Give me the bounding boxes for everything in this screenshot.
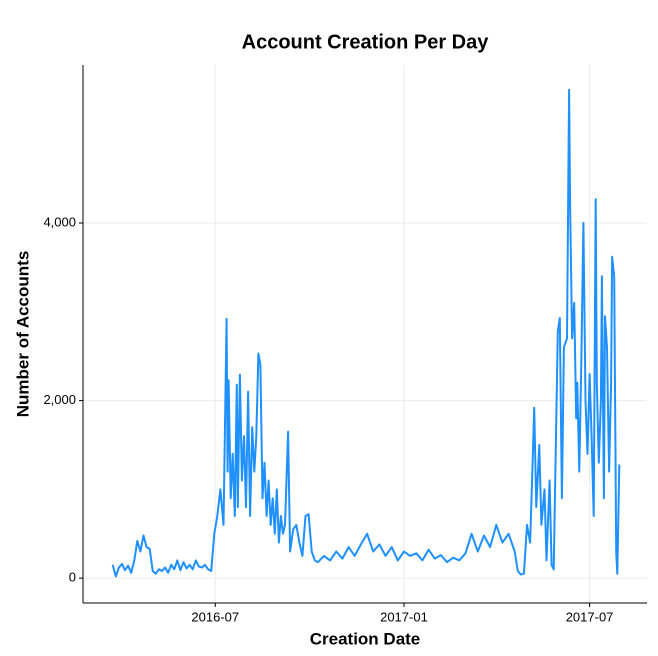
x-tick-label: 2017-07 bbox=[566, 609, 614, 624]
y-axis-label: Number of Accounts bbox=[13, 251, 32, 418]
x-tick-label: 2016-07 bbox=[191, 609, 239, 624]
y-tick-label: 0 bbox=[69, 570, 76, 585]
data-line bbox=[111, 88, 621, 578]
y-tick-label: 4,000 bbox=[43, 214, 76, 229]
chart-title: Account Creation Per Day bbox=[242, 31, 490, 53]
x-axis-label: Creation Date bbox=[310, 629, 421, 648]
y-tick-label: 2,000 bbox=[43, 392, 76, 407]
x-tick-label: 2017-01 bbox=[380, 609, 428, 624]
